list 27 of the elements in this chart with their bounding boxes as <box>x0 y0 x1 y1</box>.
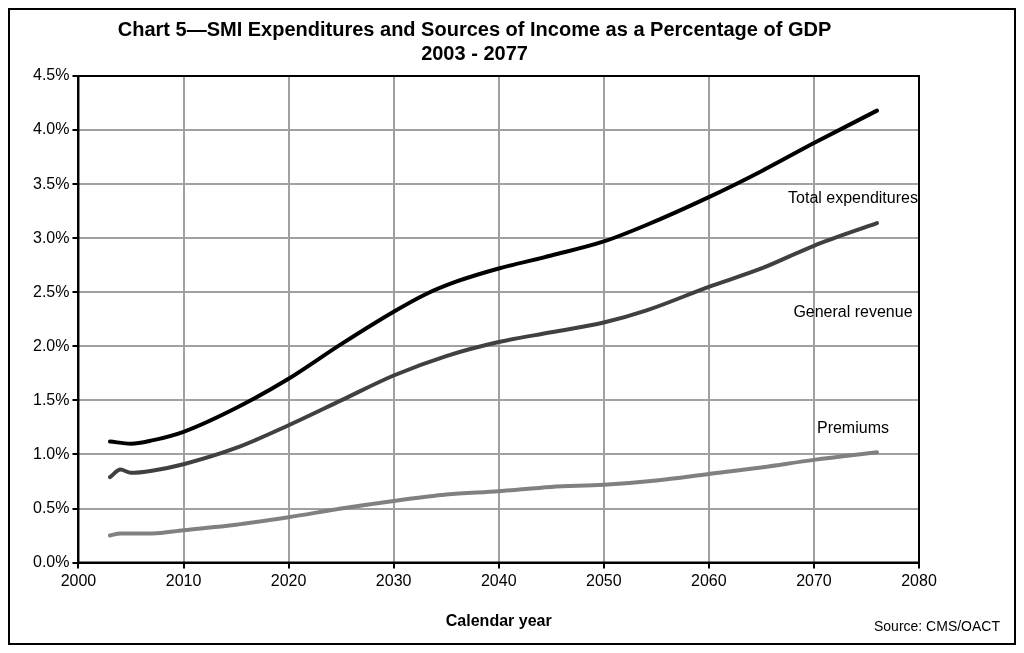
text: General revenue <box>793 303 913 321</box>
x-tick-label: 2020 <box>270 571 307 589</box>
y-tick-label: 4.5% <box>33 66 70 84</box>
y-tick-label: 3.5% <box>33 174 70 192</box>
y-tick-label: 1.0% <box>33 444 70 462</box>
text: 2003 - 2077 <box>421 41 528 64</box>
line-series <box>107 450 879 538</box>
x-tick-label: 2070 <box>796 571 832 589</box>
x-tick-label: 2030 <box>375 571 412 589</box>
x-tick-label: 2010 <box>165 571 202 589</box>
source-note: Source: CMS/OACT <box>873 618 1001 634</box>
x-tick-label: 2040 <box>480 571 517 589</box>
x-axis-title: Calendar year <box>445 611 552 629</box>
x-tick-label: 2000 <box>60 571 97 589</box>
y-tick-label: 0.0% <box>33 553 70 571</box>
series-label: Total expenditures <box>788 189 918 207</box>
y-tick-label: 2.5% <box>33 282 70 300</box>
y-tick-label: 1.5% <box>33 390 70 408</box>
y-tick-label: 0.5% <box>33 498 70 516</box>
y-tick-label: 3.0% <box>33 228 70 246</box>
x-tick-label: 2050 <box>586 571 622 589</box>
text: Chart 5—SMI Expenditures and Sources of Income as a Percentage of GDP <box>117 17 832 40</box>
y-tick-label: 4.0% <box>33 120 70 138</box>
x-tick-label: 2060 <box>691 571 727 589</box>
y-tick-label: 2.0% <box>33 336 70 354</box>
series-label: Premiums <box>816 418 889 436</box>
x-tick-label: 2080 <box>901 571 937 589</box>
